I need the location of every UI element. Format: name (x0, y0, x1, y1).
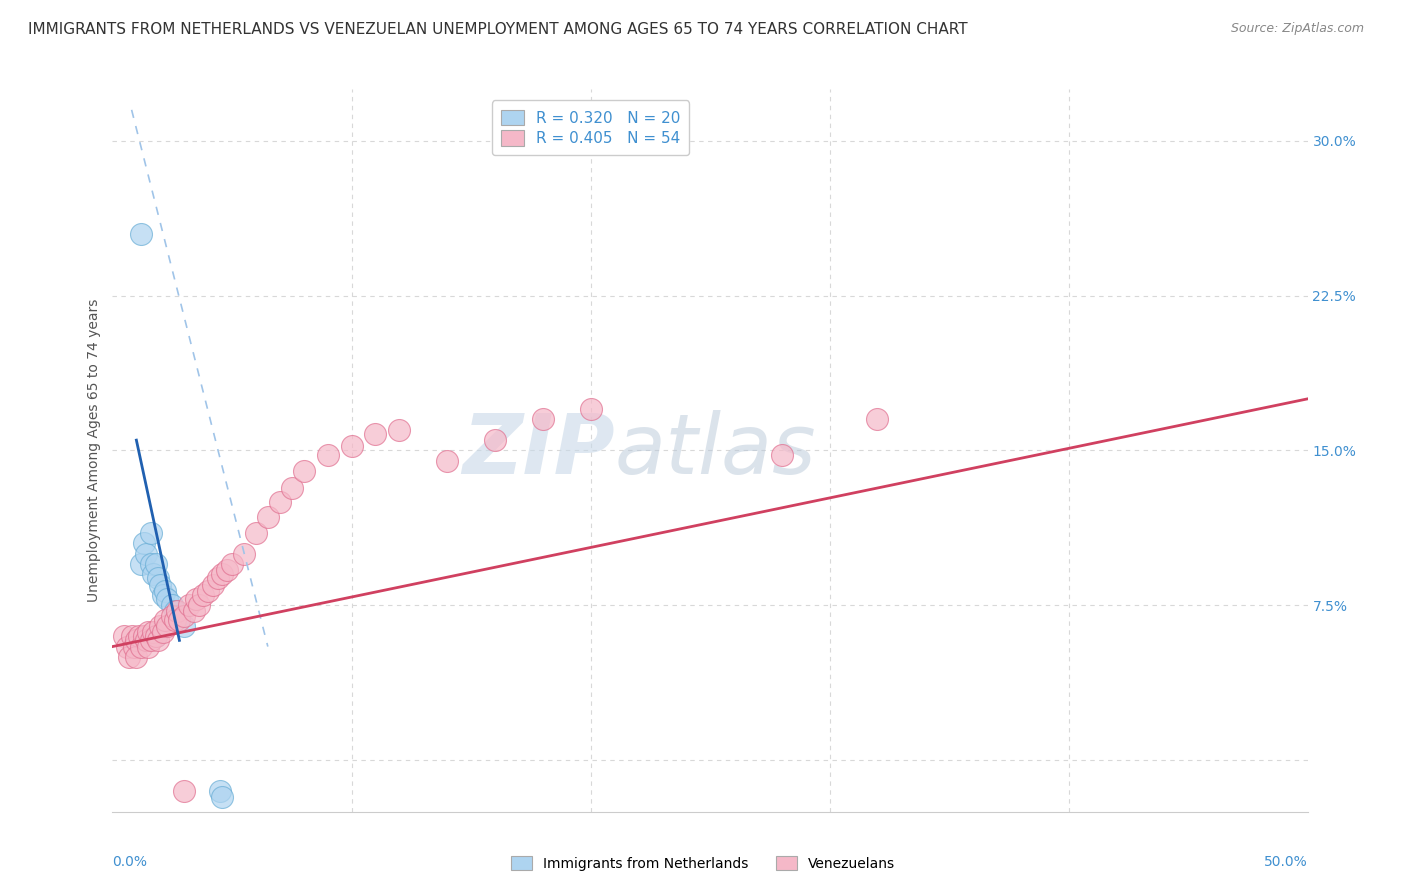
Point (145, 629, 167, 643)
Point (128, 629, 150, 643)
Point (340, 439, 363, 453)
Point (207, 571, 229, 585)
Point (139, 633, 162, 648)
Point (142, 567, 165, 582)
Point (118, 649, 141, 664)
Point (364, 426, 387, 441)
Point (209, 784, 232, 798)
Point (138, 625, 160, 640)
Point (316, 448, 339, 462)
Point (269, 495, 291, 509)
Point (221, 557, 243, 571)
Point (146, 633, 169, 648)
Legend: Immigrants from Netherlands, Venezuelans: Immigrants from Netherlands, Venezuelans (505, 850, 901, 876)
Text: IMMIGRANTS FROM NETHERLANDS VS VENEZUELAN UNEMPLOYMENT AMONG AGES 65 TO 74 YEARS: IMMIGRANTS FROM NETHERLANDS VS VENEZUELA… (28, 22, 967, 37)
Text: 0.0%: 0.0% (112, 855, 148, 869)
Text: ZIP: ZIP (461, 410, 614, 491)
Point (129, 640, 152, 654)
Legend: R = 0.320   N = 20, R = 0.405   N = 54: R = 0.320 N = 20, R = 0.405 N = 54 (492, 101, 689, 155)
Point (187, 599, 209, 613)
Point (152, 588, 174, 602)
Text: Source: ZipAtlas.com: Source: ZipAtlas.com (1230, 22, 1364, 36)
Point (166, 605, 188, 619)
Point (135, 547, 157, 561)
Point (173, 619, 195, 633)
Point (201, 577, 224, 591)
Point (139, 557, 162, 571)
Point (292, 464, 315, 478)
Y-axis label: Unemployment Among Ages 65 to 74 years: Unemployment Among Ages 65 to 74 years (87, 299, 101, 602)
Point (156, 592, 179, 607)
Point (162, 608, 183, 623)
Point (153, 583, 176, 598)
Point (388, 423, 411, 437)
Point (484, 433, 506, 447)
Point (163, 613, 186, 627)
Point (149, 619, 172, 633)
Point (115, 640, 138, 654)
Point (211, 567, 233, 582)
Point (114, 629, 135, 643)
Point (162, 599, 183, 613)
Point (145, 629, 167, 643)
Point (145, 557, 167, 571)
Point (281, 481, 304, 495)
Point (177, 599, 200, 613)
Point (153, 613, 176, 627)
Point (149, 577, 172, 591)
Point (436, 454, 458, 468)
Point (125, 649, 148, 664)
Point (531, 412, 554, 426)
Point (197, 583, 219, 598)
Point (866, 412, 889, 426)
Point (173, 784, 195, 798)
Point (142, 625, 165, 640)
Text: 50.0%: 50.0% (1264, 855, 1308, 869)
Point (245, 526, 267, 541)
Point (129, 227, 152, 241)
Point (121, 629, 143, 643)
Point (132, 536, 155, 550)
Point (217, 563, 239, 577)
Point (125, 633, 148, 648)
Point (183, 605, 205, 619)
Point (152, 625, 174, 640)
Point (132, 629, 155, 643)
Point (169, 613, 191, 627)
Point (770, 448, 793, 462)
Point (257, 509, 280, 524)
Point (579, 402, 602, 417)
Point (122, 640, 145, 654)
Point (146, 571, 169, 585)
Point (169, 608, 191, 623)
Point (193, 588, 215, 602)
Point (156, 619, 179, 633)
Point (163, 605, 186, 619)
Point (135, 633, 157, 648)
Point (173, 608, 195, 623)
Point (233, 547, 256, 561)
Point (186, 592, 208, 607)
Point (211, 790, 233, 805)
Point (129, 557, 152, 571)
Point (139, 526, 162, 541)
Text: atlas: atlas (614, 410, 815, 491)
Point (138, 640, 160, 654)
